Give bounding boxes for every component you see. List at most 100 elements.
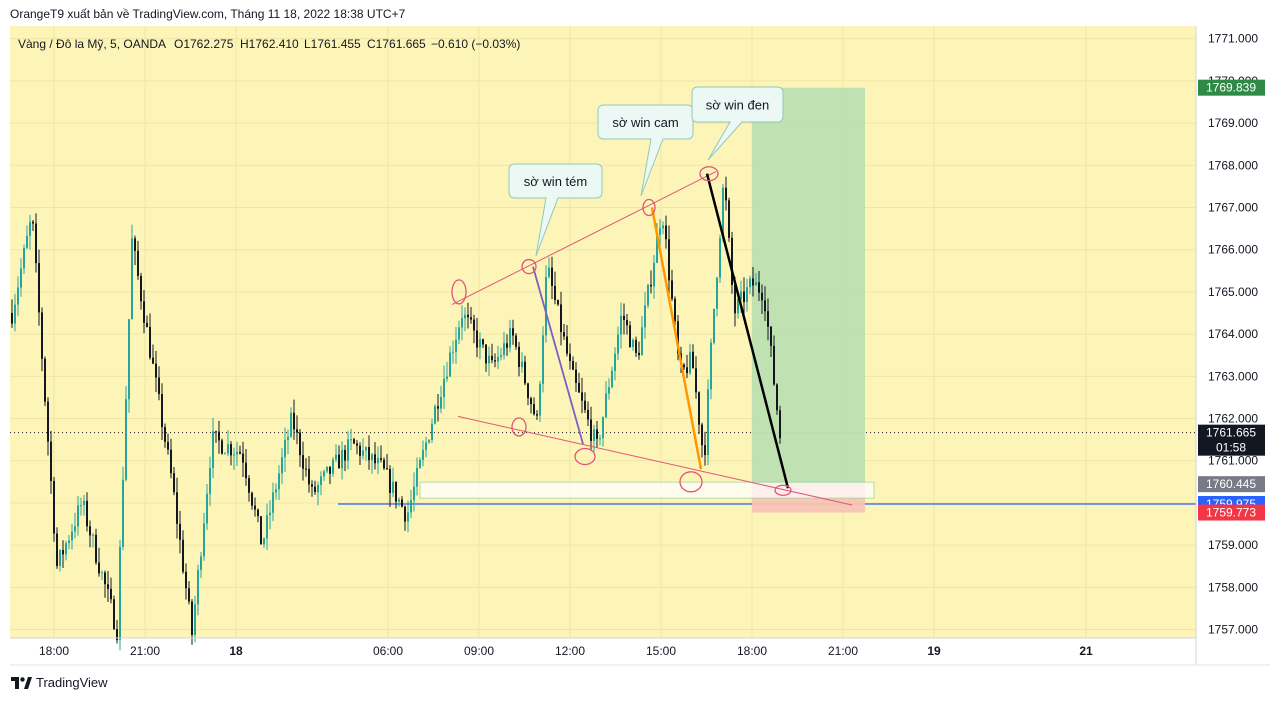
candle-body	[104, 572, 106, 585]
candle-body	[434, 406, 436, 424]
candle-body	[491, 355, 493, 361]
candle-body	[626, 319, 628, 326]
grid	[10, 26, 1196, 638]
candle-body	[167, 441, 169, 450]
candle-body	[662, 225, 664, 229]
candle-body	[518, 346, 520, 367]
candle-body	[119, 546, 121, 641]
candle-body	[500, 355, 502, 357]
candle-body	[644, 305, 646, 328]
candle-body	[302, 455, 304, 469]
candle-body	[440, 397, 442, 409]
candle-body	[740, 291, 742, 299]
candle-body	[257, 509, 259, 517]
candle-body	[50, 441, 52, 481]
candle-body	[719, 238, 721, 278]
candle-body	[683, 364, 685, 368]
price-badge-bg	[1198, 476, 1265, 493]
channel-lower-line	[457, 415, 853, 506]
candle-body	[203, 523, 205, 557]
candle-body	[38, 263, 40, 313]
callout-text: sờ win tém	[524, 174, 587, 189]
candle-body	[770, 326, 772, 346]
candle-body	[503, 343, 505, 356]
candle-body	[761, 292, 763, 301]
candle-body	[479, 339, 481, 348]
time-tick-label: 09:00	[464, 644, 494, 658]
callout-shape	[691, 86, 784, 161]
candle-body	[404, 506, 406, 522]
candle-body	[83, 500, 85, 506]
legend-high: H1762.410	[240, 37, 299, 51]
candle-body	[245, 462, 247, 479]
candle-body	[182, 539, 184, 572]
time-axis[interactable]: 18:00 21:00 18 06:00 09:00 12:00 15:00 18:00 21:…	[39, 644, 1093, 658]
price-tick-label: 1757.000	[1208, 623, 1258, 637]
price-tick-label: 1758.000	[1208, 580, 1258, 594]
candle-body	[293, 412, 295, 430]
price-axis[interactable]: 1771.0001770.0001769.0001768.0001767.000…	[1208, 32, 1258, 637]
callouts: sờ win tém sờ win cam sờ win đen	[508, 86, 784, 257]
candle-body	[377, 458, 379, 464]
candle-body	[653, 262, 655, 287]
candle-body	[239, 451, 241, 454]
marker-circle	[774, 484, 792, 496]
candle-body	[23, 248, 25, 269]
price-badge-bg	[1198, 439, 1265, 456]
candle-body	[314, 486, 316, 493]
candle-body	[584, 400, 586, 410]
time-tick-label: 06:00	[373, 644, 403, 658]
footer-brand[interactable]: TradingView	[10, 675, 108, 690]
candle-body	[251, 492, 253, 506]
candle-body	[515, 335, 517, 347]
candle-body	[188, 588, 190, 602]
candle-body	[287, 436, 289, 440]
candle-body	[281, 457, 283, 474]
candle-body	[224, 453, 226, 455]
candle-body	[731, 237, 733, 286]
callout-text: sờ win đen	[706, 98, 769, 113]
candle-body	[266, 515, 268, 539]
candle-body	[617, 334, 619, 354]
marker-circle	[642, 198, 656, 217]
time-tick-label: 18:00	[737, 644, 767, 658]
candle-body	[374, 454, 376, 464]
time-tick-label: 21:00	[130, 644, 160, 658]
candle-body	[623, 315, 625, 320]
candle-body	[110, 588, 112, 600]
price-tick-label: 1767.000	[1208, 200, 1258, 214]
price-tick-label: 1761.000	[1208, 454, 1258, 468]
candle-body	[425, 442, 427, 451]
price-badge-label: 1760.445	[1206, 477, 1256, 491]
candle-body	[587, 409, 589, 420]
candle-body	[560, 304, 562, 333]
candle-body	[569, 353, 571, 361]
price-badge-bg	[1198, 79, 1265, 96]
candle-body	[149, 326, 151, 358]
candle-body	[752, 278, 754, 286]
candle-body	[629, 325, 631, 348]
candle-body	[473, 319, 475, 331]
marker-circle	[521, 258, 537, 275]
candle-body	[443, 378, 445, 398]
candle-body	[527, 383, 529, 399]
candle-body	[206, 493, 208, 524]
candle-body	[734, 285, 736, 314]
candle-body	[233, 454, 235, 456]
candle-body	[764, 300, 766, 312]
candle-body	[659, 228, 661, 235]
candle-body	[650, 284, 652, 287]
callout-bubble: sờ win tém	[508, 163, 603, 257]
tradingview-logo-icon	[11, 676, 32, 689]
candle-body	[113, 599, 115, 630]
price-badge-entry: 1760.445	[1198, 476, 1265, 493]
candle-body	[155, 363, 157, 378]
entry-range-box	[419, 481, 875, 499]
candle-body	[395, 481, 397, 502]
candle-body	[716, 277, 718, 309]
candle-body	[335, 454, 337, 460]
candle-body	[230, 444, 232, 456]
candle-body	[548, 267, 550, 277]
candle-body	[299, 432, 301, 456]
